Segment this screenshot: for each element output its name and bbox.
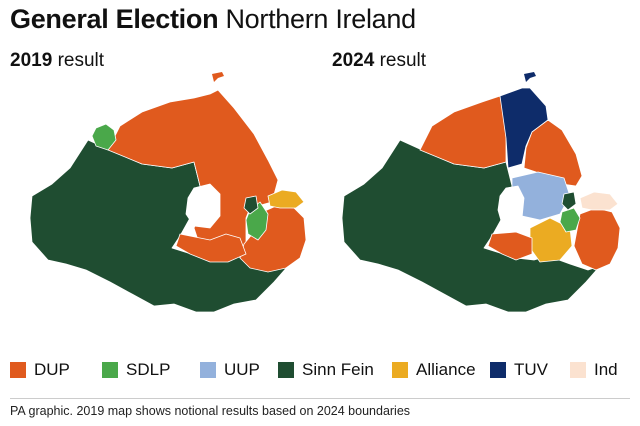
legend-item-sinn-fein: Sinn Fein bbox=[278, 357, 374, 383]
constituency-belfast-west-sinn-fein bbox=[243, 195, 259, 215]
legend-swatch bbox=[570, 362, 586, 378]
map-2024-svg bbox=[341, 72, 621, 313]
rathlin-island bbox=[524, 72, 536, 82]
legend-item-dup: DUP bbox=[10, 357, 70, 383]
map-heading-2019: 2019 result bbox=[10, 50, 104, 72]
constituency-east-antrim-dup bbox=[523, 119, 583, 187]
map-heading-2024: 2024 result bbox=[332, 50, 426, 72]
legend-item-uup: UUP bbox=[200, 357, 260, 383]
constituency-mid-dup bbox=[175, 233, 247, 263]
legend-swatch bbox=[102, 362, 118, 378]
legend-item-ind: Ind bbox=[570, 357, 618, 383]
constituency-north-down-alliance bbox=[267, 189, 305, 209]
rathlin-island bbox=[212, 72, 224, 82]
map-heading-year: 2024 bbox=[332, 50, 375, 71]
map-2019 bbox=[14, 68, 324, 328]
map-2019-svg bbox=[29, 72, 307, 313]
legend: DUP SDLP UUP Sinn Fein Alliance TUV Ind bbox=[10, 357, 635, 383]
constituency-strangford-dup bbox=[573, 207, 621, 271]
title-bold: General Election bbox=[10, 4, 219, 34]
footnote: PA graphic. 2019 map shows notional resu… bbox=[10, 404, 411, 418]
constituency-belfast-west-sinn-fein bbox=[561, 191, 577, 211]
legend-swatch bbox=[278, 362, 294, 378]
constituency-foyle-sdlp bbox=[91, 123, 117, 151]
map-2024 bbox=[326, 68, 636, 328]
legend-item-tuv: TUV bbox=[490, 357, 548, 383]
map-heading-year: 2019 bbox=[10, 50, 53, 71]
graphic-title: General Election Northern Ireland bbox=[10, 4, 416, 35]
legend-label: SDLP bbox=[126, 360, 171, 379]
map-heading-label: result bbox=[379, 50, 427, 71]
map-heading-label: result bbox=[57, 50, 105, 71]
footer-divider bbox=[10, 398, 630, 399]
title-regular: Northern Ireland bbox=[225, 4, 416, 34]
legend-swatch bbox=[200, 362, 216, 378]
lough-neagh bbox=[497, 185, 525, 229]
legend-label: Alliance bbox=[416, 360, 476, 379]
legend-label: Ind bbox=[594, 360, 618, 379]
lough-neagh bbox=[185, 183, 221, 229]
legend-label: DUP bbox=[34, 360, 70, 379]
legend-swatch bbox=[490, 362, 506, 378]
constituency-north-down-ind bbox=[579, 191, 619, 211]
legend-swatch bbox=[392, 362, 408, 378]
legend-label: UUP bbox=[224, 360, 260, 379]
legend-label: TUV bbox=[514, 360, 548, 379]
legend-item-alliance: Alliance bbox=[392, 357, 476, 383]
constituency-belfast-south-sdlp bbox=[559, 207, 581, 233]
legend-item-sdlp: SDLP bbox=[102, 357, 170, 383]
constituency-upper-bann-dup bbox=[487, 231, 533, 261]
legend-label: Sinn Fein bbox=[302, 360, 374, 379]
legend-swatch bbox=[10, 362, 26, 378]
